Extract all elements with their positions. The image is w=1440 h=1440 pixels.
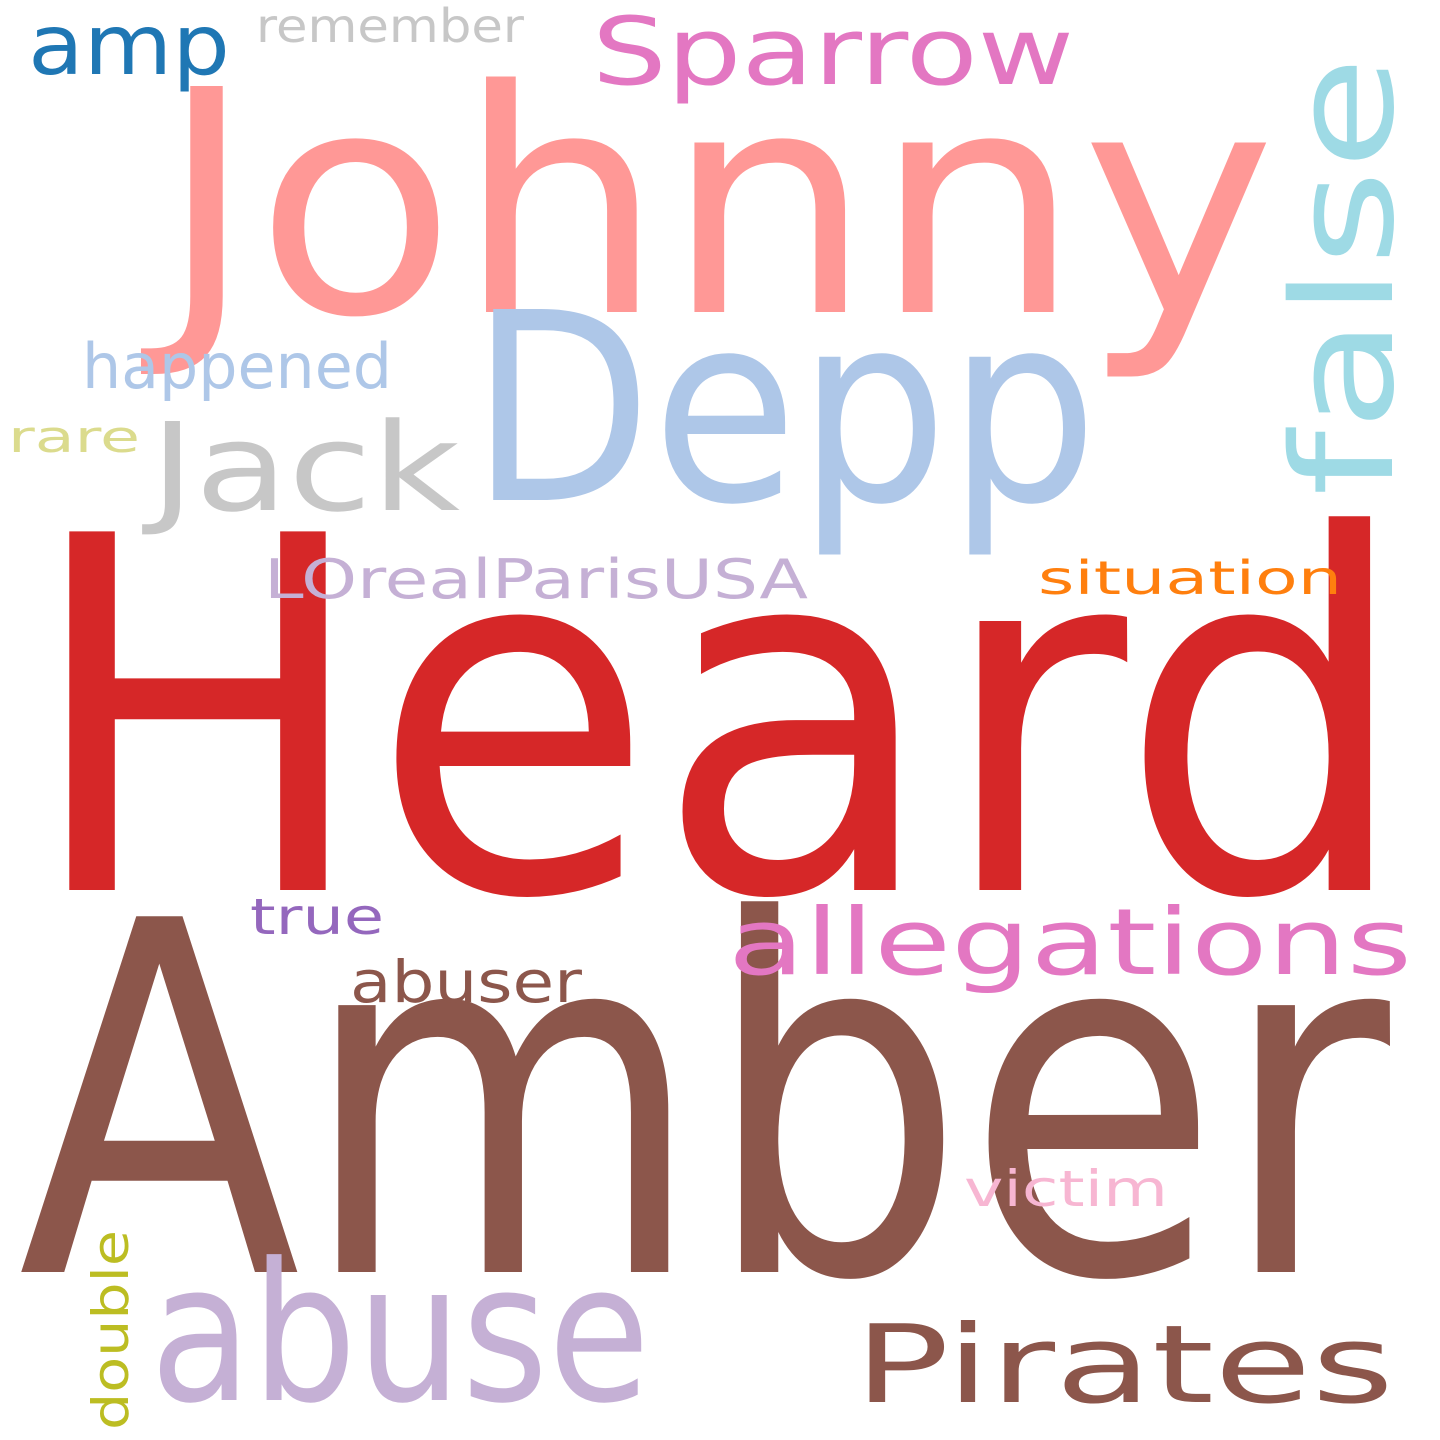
word-amp: amp: [28, 0, 230, 94]
word-johnny: Johnny: [137, 25, 1276, 386]
word-abuse: abuse: [150, 1223, 650, 1440]
word-heard: Heard: [24, 434, 1412, 1007]
word-remember: remember: [256, 0, 524, 53]
word-abuser: abuser: [350, 948, 582, 1016]
word-amber: Amber: [18, 820, 1394, 1388]
word-lorealparisusa: LOrealParisUSA: [264, 548, 808, 611]
word-double: double: [82, 1230, 140, 1430]
word-victim: victim: [964, 1160, 1168, 1218]
word-situation: situation: [1038, 551, 1342, 605]
word-true: true: [250, 888, 384, 946]
word-false: false: [1263, 56, 1426, 496]
word-jack: Jack: [141, 397, 460, 539]
word-rare: rare: [8, 412, 140, 463]
word-pirates: Pirates: [854, 1303, 1394, 1428]
word-sparrow: Sparrow: [592, 0, 1074, 107]
word-allegations: allegations: [728, 889, 1412, 996]
word-depp: Depp: [470, 257, 1098, 562]
word-happened: happened: [82, 330, 392, 403]
